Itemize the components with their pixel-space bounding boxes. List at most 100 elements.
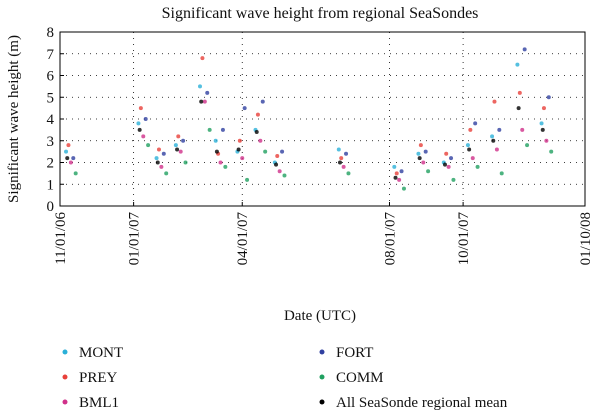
data-point bbox=[397, 177, 402, 182]
y-tick-label: 3 bbox=[47, 134, 55, 150]
data-point bbox=[444, 151, 449, 156]
legend-marker bbox=[62, 374, 68, 380]
data-point bbox=[339, 156, 344, 161]
x-tick-label: 01/10/08 bbox=[578, 212, 594, 265]
legend-label: BML1 bbox=[79, 395, 119, 411]
data-point bbox=[175, 147, 180, 152]
data-point bbox=[66, 143, 71, 148]
data-point bbox=[164, 171, 169, 176]
data-point bbox=[336, 147, 341, 152]
data-point bbox=[544, 138, 549, 143]
data-point bbox=[199, 99, 204, 104]
legend-marker bbox=[319, 374, 325, 380]
data-point bbox=[207, 127, 212, 132]
data-point bbox=[394, 171, 399, 176]
data-point bbox=[520, 127, 525, 132]
data-point bbox=[417, 156, 422, 161]
data-point bbox=[240, 156, 245, 161]
data-point bbox=[426, 169, 431, 174]
data-point bbox=[421, 160, 426, 165]
data-point bbox=[274, 162, 279, 167]
data-point bbox=[258, 138, 263, 143]
data-point bbox=[181, 138, 186, 143]
data-point bbox=[491, 138, 496, 143]
data-point bbox=[473, 121, 478, 126]
data-point bbox=[549, 149, 554, 154]
data-point bbox=[275, 153, 280, 158]
x-tick-label: 11/01/06 bbox=[53, 212, 69, 265]
data-point bbox=[220, 127, 225, 132]
data-point bbox=[282, 173, 287, 178]
data-point bbox=[263, 149, 268, 154]
data-point bbox=[449, 156, 454, 161]
data-point bbox=[399, 169, 404, 174]
legend-marker bbox=[62, 349, 68, 355]
data-point bbox=[492, 99, 497, 104]
data-point bbox=[198, 84, 202, 89]
data-point bbox=[159, 164, 164, 169]
data-point bbox=[517, 90, 522, 95]
y-tick-label: 0 bbox=[47, 199, 55, 215]
data-point bbox=[213, 138, 218, 143]
data-point bbox=[277, 169, 282, 174]
data-point bbox=[499, 171, 504, 176]
data-point bbox=[64, 149, 69, 154]
x-tick-label: 01/01/07 bbox=[127, 212, 143, 266]
legend-label: All SeaSonde regional mean bbox=[336, 395, 508, 411]
data-point bbox=[146, 143, 151, 148]
data-point bbox=[490, 134, 495, 139]
data-point bbox=[260, 99, 265, 104]
y-tick-label: 2 bbox=[47, 156, 55, 172]
data-point bbox=[68, 160, 73, 165]
data-point bbox=[183, 160, 188, 165]
data-point bbox=[154, 156, 159, 161]
data-point bbox=[416, 151, 421, 156]
data-point bbox=[525, 143, 530, 148]
data-point bbox=[539, 121, 544, 126]
x-tick-label: 08/01/07 bbox=[382, 212, 398, 266]
data-point bbox=[522, 47, 527, 52]
data-point bbox=[541, 106, 546, 111]
x-tick-label: 10/01/07 bbox=[456, 212, 472, 266]
y-tick-label: 8 bbox=[47, 25, 55, 41]
data-point bbox=[344, 151, 349, 156]
data-point bbox=[497, 127, 502, 132]
y-tick-label: 6 bbox=[47, 69, 55, 85]
data-point bbox=[515, 62, 520, 67]
data-point bbox=[468, 127, 473, 132]
data-point bbox=[223, 164, 228, 169]
data-point bbox=[255, 112, 260, 117]
data-point bbox=[392, 164, 397, 169]
legend-label: MONT bbox=[79, 345, 123, 361]
data-point bbox=[73, 171, 78, 176]
data-point bbox=[341, 164, 346, 169]
data-point bbox=[202, 99, 207, 104]
data-point bbox=[156, 147, 161, 152]
data-point bbox=[176, 134, 181, 139]
data-point bbox=[446, 164, 451, 169]
data-point bbox=[540, 127, 545, 132]
data-point bbox=[137, 127, 142, 132]
legend-marker bbox=[62, 399, 68, 405]
data-point bbox=[401, 186, 406, 191]
x-axis-label: Date (UTC) bbox=[284, 308, 356, 324]
data-point bbox=[451, 177, 456, 182]
data-point bbox=[338, 160, 342, 165]
data-point bbox=[218, 160, 223, 165]
data-point bbox=[423, 149, 428, 154]
legend-label: COMM bbox=[336, 370, 384, 386]
data-point bbox=[173, 143, 178, 148]
data-point bbox=[470, 156, 475, 161]
data-point bbox=[141, 134, 146, 139]
legend-marker bbox=[319, 399, 325, 405]
data-point bbox=[467, 147, 472, 152]
x-tick-label: 04/01/07 bbox=[235, 212, 251, 266]
data-point bbox=[65, 156, 70, 161]
data-point bbox=[475, 164, 480, 169]
data-point bbox=[443, 162, 447, 167]
legend-label: FORT bbox=[336, 345, 373, 361]
data-point bbox=[465, 143, 470, 148]
data-point bbox=[136, 121, 141, 126]
data-point bbox=[161, 151, 166, 156]
